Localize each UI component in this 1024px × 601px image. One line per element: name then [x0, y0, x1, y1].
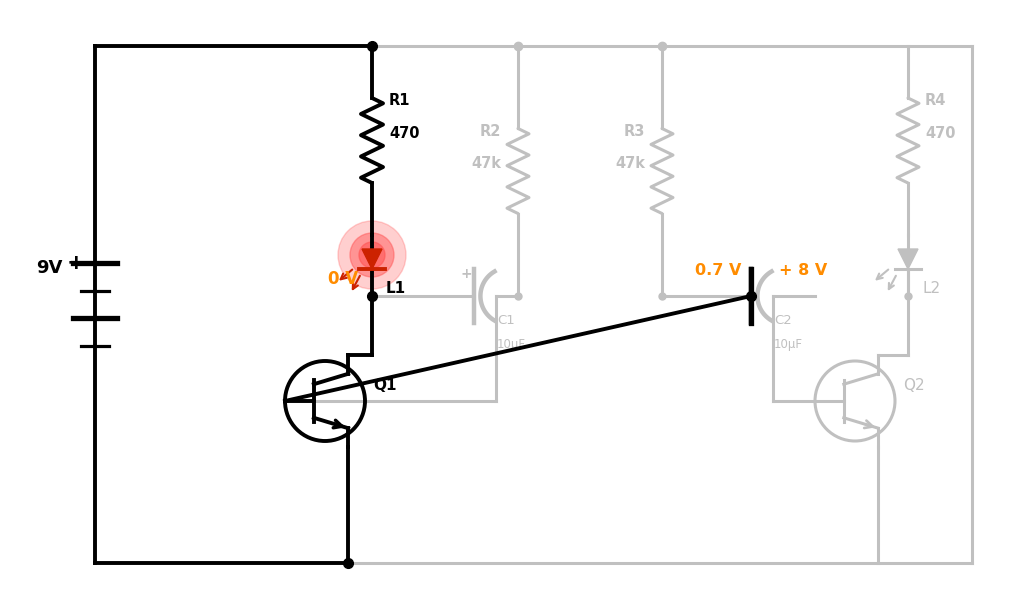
Text: 9V: 9V [37, 259, 63, 277]
Polygon shape [898, 249, 918, 269]
Text: R2: R2 [479, 123, 501, 138]
Text: R4: R4 [925, 93, 946, 108]
Circle shape [338, 221, 406, 289]
Text: +: + [460, 267, 472, 281]
Text: C2: C2 [774, 314, 792, 327]
Circle shape [350, 233, 394, 277]
Text: Q1: Q1 [373, 379, 396, 394]
Text: 10µF: 10µF [497, 338, 526, 351]
Text: L1: L1 [386, 281, 407, 296]
Polygon shape [362, 249, 382, 269]
Text: L2: L2 [922, 281, 940, 296]
Text: + 8 V: + 8 V [779, 263, 827, 278]
Circle shape [359, 242, 385, 268]
Text: 47k: 47k [471, 156, 501, 171]
Text: R3: R3 [624, 123, 645, 138]
Text: 10µF: 10µF [774, 338, 803, 351]
Text: 470: 470 [389, 126, 420, 141]
Text: Q2: Q2 [903, 379, 925, 394]
Text: +: + [67, 253, 85, 273]
Text: R1: R1 [389, 93, 411, 108]
Text: C1: C1 [497, 314, 515, 327]
Text: 0.7 V: 0.7 V [694, 263, 741, 278]
Text: 470: 470 [925, 126, 955, 141]
Text: 0 V: 0 V [328, 270, 358, 288]
Text: 47k: 47k [615, 156, 645, 171]
